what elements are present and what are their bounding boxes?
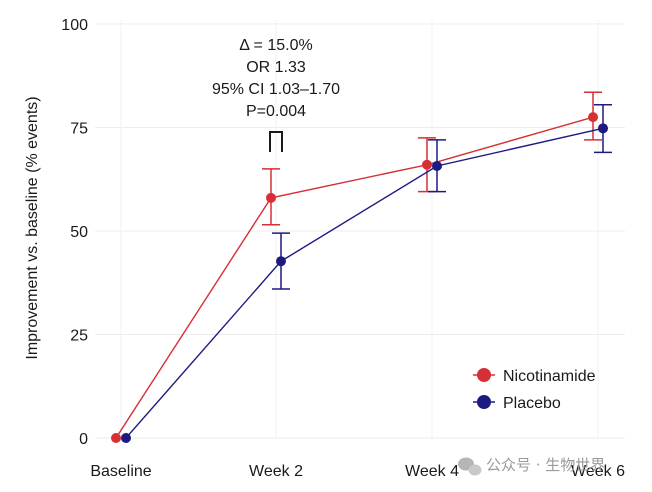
- y-axis-title: Improvement vs. baseline (% events): [24, 96, 41, 359]
- series-line: [125, 127, 604, 439]
- data-point: [598, 123, 608, 134]
- x-tick-label: Week 4: [405, 463, 459, 480]
- legend-label: Nicotinamide: [503, 368, 596, 385]
- x-tick-label: Baseline: [90, 463, 151, 480]
- annotation-line: P=0.004: [246, 103, 306, 120]
- y-tick-label: 100: [61, 17, 88, 34]
- series-layer: [111, 91, 612, 443]
- wechat-icon: [458, 457, 482, 476]
- data-point: [266, 192, 276, 203]
- watermark: 公众号 · 生物世界: [458, 456, 605, 476]
- data-point: [432, 161, 442, 172]
- y-tick-label: 0: [79, 431, 88, 448]
- data-point: [111, 433, 121, 443]
- annotation-line: OR 1.33: [246, 59, 306, 76]
- legend: Nicotinamide Placebo: [473, 368, 596, 412]
- data-point: [588, 112, 598, 123]
- series-line: [115, 116, 594, 439]
- data-point: [121, 433, 131, 443]
- significance-bracket: [269, 131, 283, 152]
- series-nicotinamide: [111, 91, 602, 443]
- annotation-line: Δ = 15.0%: [239, 37, 312, 54]
- series-placebo: [121, 103, 612, 443]
- significance-annotation: Δ = 15.0% OR 1.33 95% CI 1.03–1.70 P=0.004: [212, 37, 340, 152]
- legend-label: Placebo: [503, 395, 561, 412]
- data-point: [422, 159, 432, 170]
- x-tick-label: Week 6: [571, 463, 625, 480]
- legend-key-marker: [477, 368, 491, 382]
- watermark-text: 公众号 · 生物世界: [486, 456, 605, 474]
- annotation-line: 95% CI 1.03–1.70: [212, 81, 340, 98]
- data-point: [276, 256, 286, 267]
- y-tick-label: 75: [70, 121, 88, 138]
- y-tick-label: 50: [70, 224, 88, 241]
- legend-key-marker: [477, 395, 491, 409]
- x-tick-label: Week 2: [249, 463, 303, 480]
- y-tick-label: 25: [70, 328, 88, 345]
- x-tick-labels: Baseline Week 2 Week 4 Week 6: [90, 463, 625, 480]
- y-tick-labels: 0 25 50 75 100: [61, 17, 88, 448]
